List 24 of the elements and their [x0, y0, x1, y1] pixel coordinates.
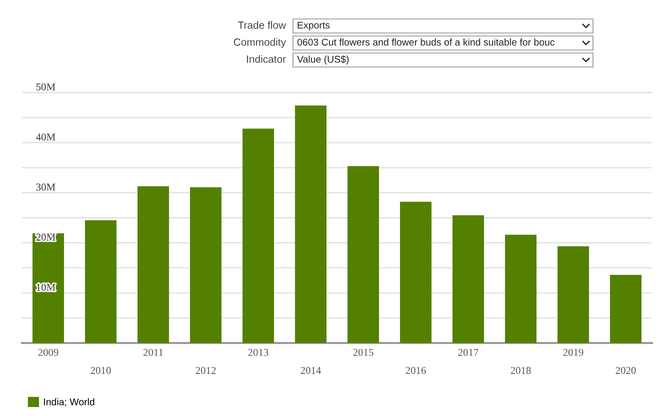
x-tick-label: 2015: [353, 348, 374, 356]
y-tick-label: 50M: [36, 83, 56, 90]
text: Trade flow: [238, 21, 286, 29]
x-tick-label: 2018: [510, 366, 531, 374]
text: 0603 Cut flowers and flower buds of a kind suitable for bouc: [297, 38, 555, 46]
x-tick-label: 2016: [406, 366, 426, 374]
text: Indicator: [247, 55, 286, 63]
x-tick-label: 2014: [300, 366, 322, 374]
x-tick-label: 2012: [196, 366, 216, 374]
x-tick-label: 2009: [38, 348, 58, 356]
x-tick-label: 2011: [143, 348, 163, 356]
text: Commodity: [234, 38, 286, 48]
x-tick-label: 2020: [616, 366, 636, 374]
x-tick-label: 2010: [90, 366, 111, 374]
y-tick-label: 20M: [36, 234, 56, 241]
legend-label: India; World: [44, 398, 94, 406]
y-tick-label: 30M: [36, 184, 56, 191]
x-tick-label: 2013: [248, 348, 268, 356]
text: Value (US$): [297, 55, 349, 65]
text: Exports: [298, 22, 330, 31]
x-tick-label: 2019: [563, 348, 584, 356]
y-tick-label: 40M: [36, 133, 56, 140]
y-tick-label: 10M: [36, 284, 56, 291]
x-tick-label: 2017: [458, 348, 478, 356]
